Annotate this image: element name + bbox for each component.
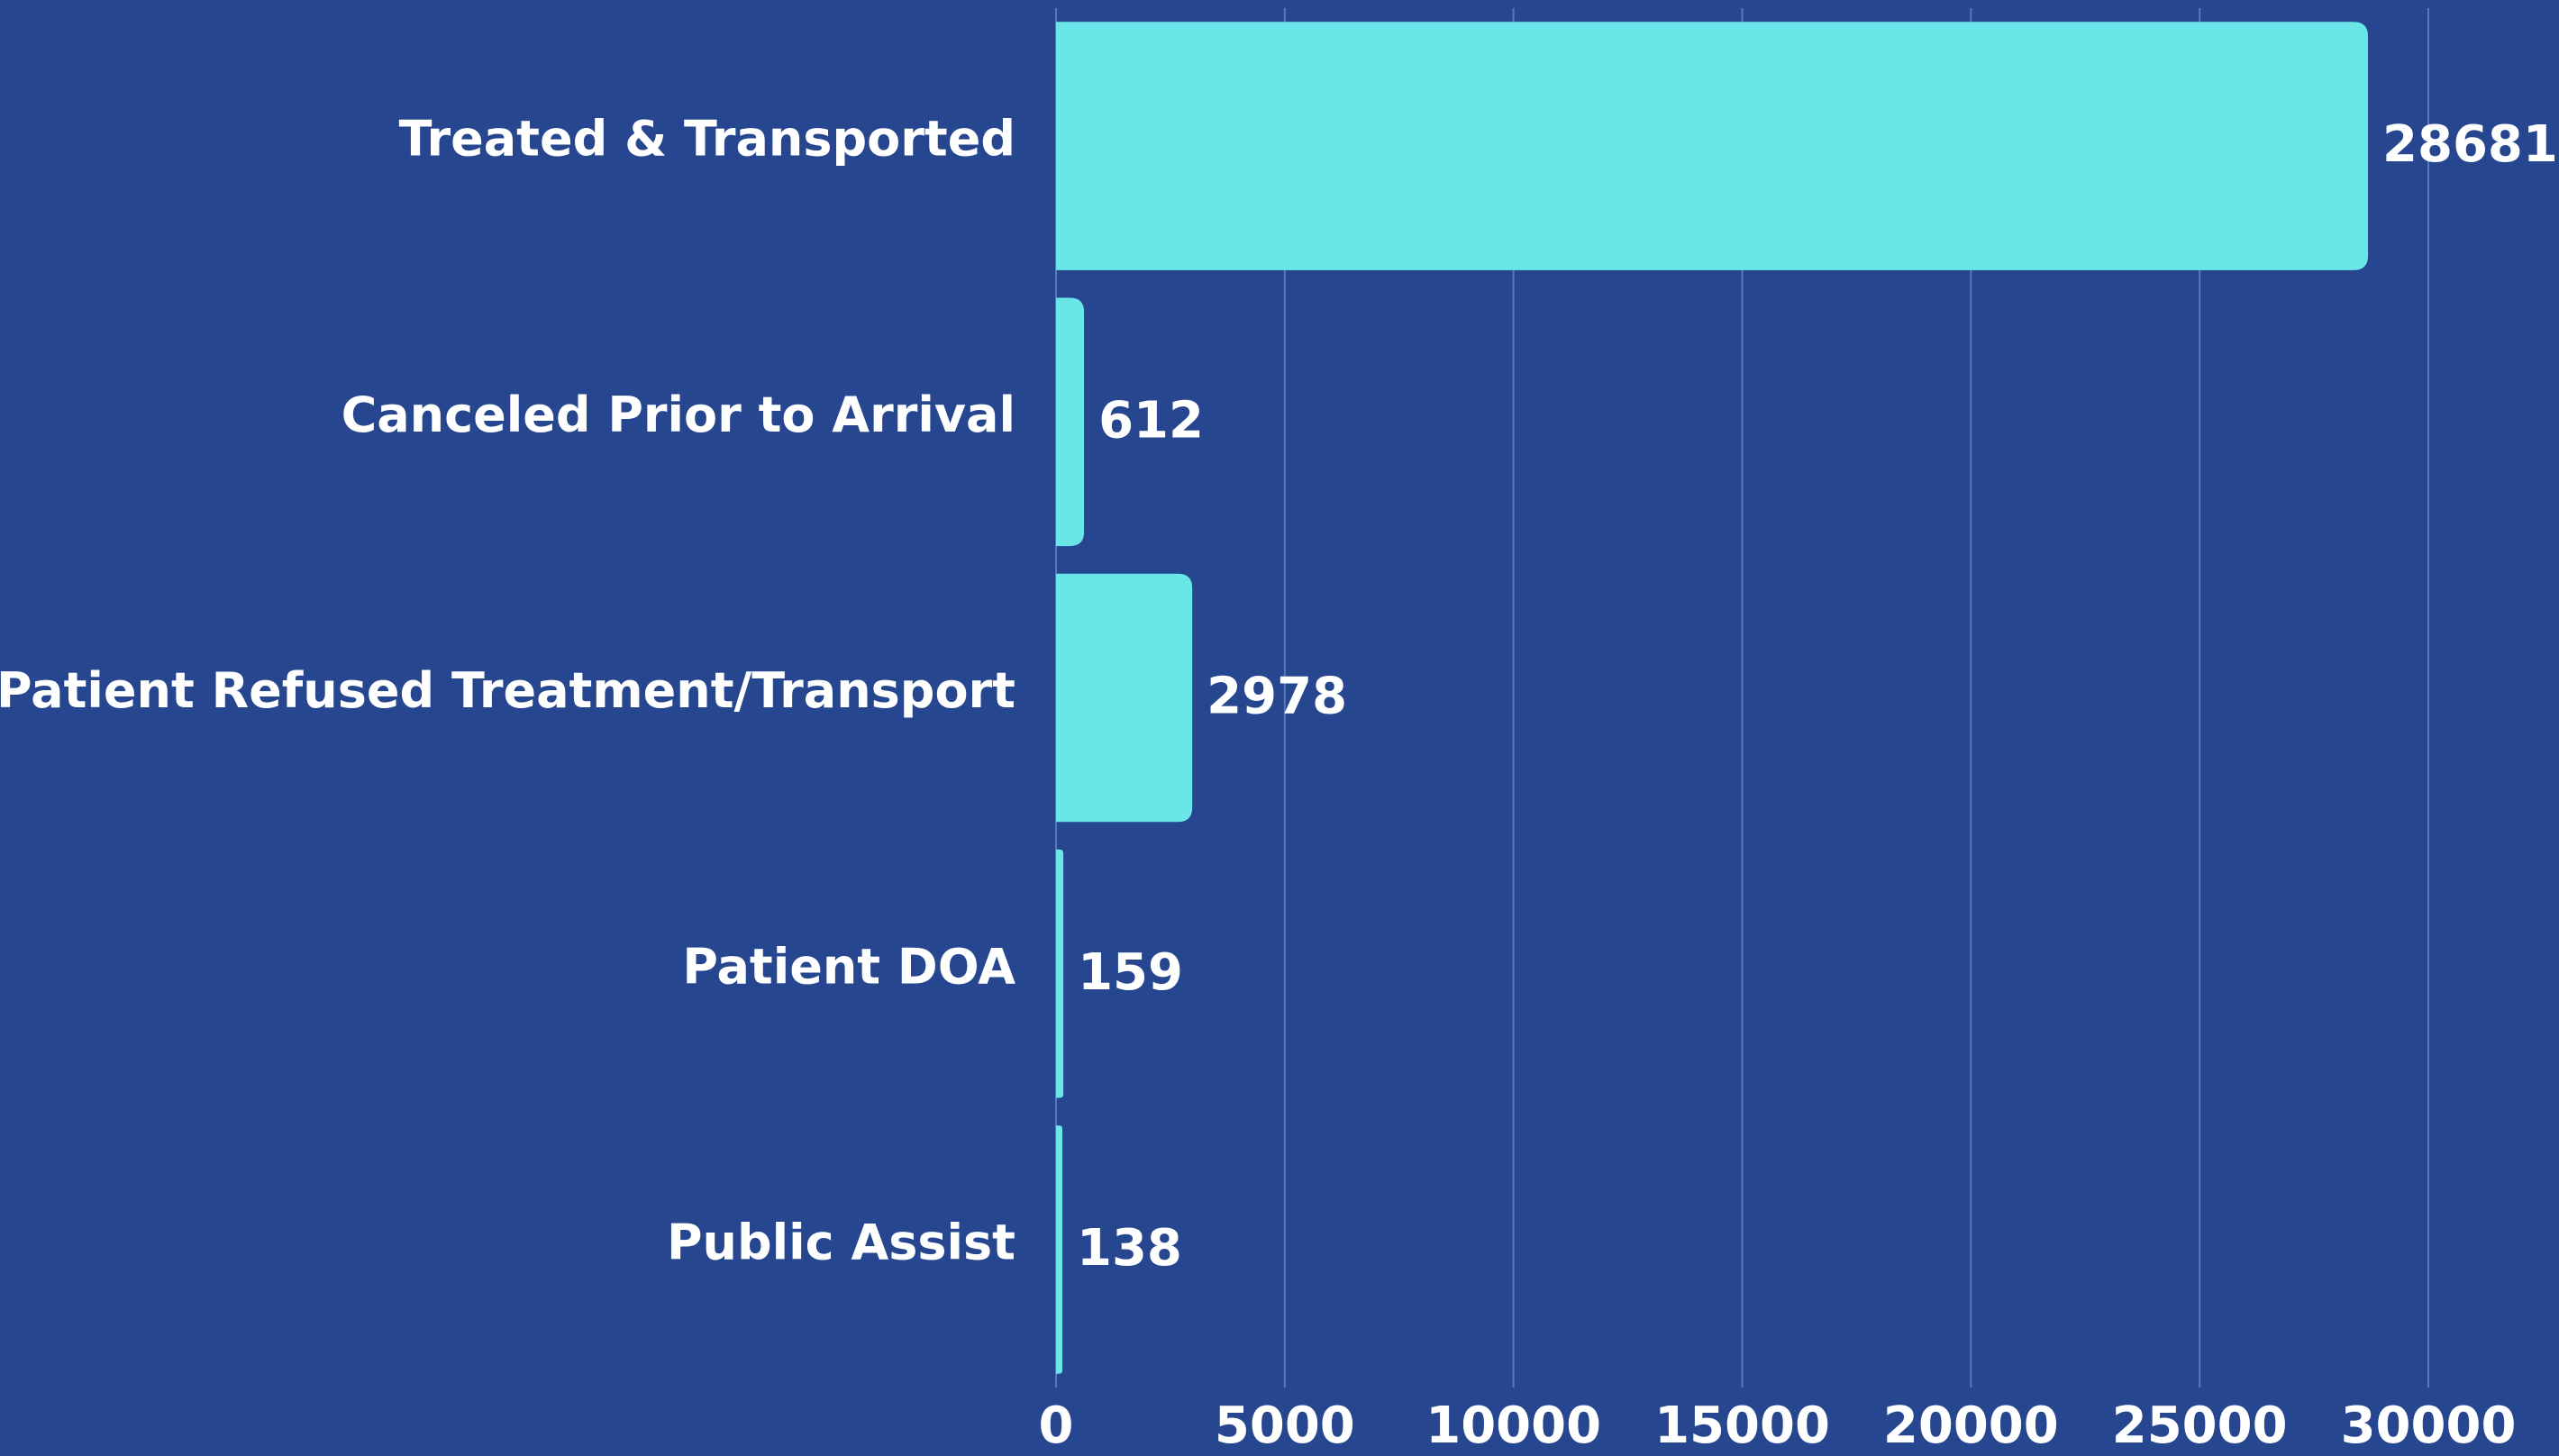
x-tick-label: 15000 xyxy=(1654,1397,1830,1455)
bar xyxy=(1056,573,1193,823)
y-tick-label: Public Assist xyxy=(667,1215,1015,1271)
bar xyxy=(1056,1125,1063,1374)
x-tick-label: 10000 xyxy=(1425,1397,1601,1455)
value-label: 159 xyxy=(1078,943,1183,1002)
value-label: 138 xyxy=(1077,1219,1182,1278)
value-label: 2978 xyxy=(1207,668,1347,726)
x-tick-label: 0 xyxy=(1039,1397,1074,1455)
y-tick-label: Canceled Prior to Arrival xyxy=(342,387,1015,443)
bar xyxy=(1056,297,1085,547)
y-tick-label: Patient Refused Treatment/Transport xyxy=(0,662,1015,719)
bar xyxy=(1056,22,2369,270)
x-tick-label: 20000 xyxy=(1883,1397,2059,1455)
y-tick-label: Treated & Transported xyxy=(399,111,1015,168)
x-tick-label: 5000 xyxy=(1215,1397,1355,1455)
x-tick-label: 30000 xyxy=(2341,1397,2517,1455)
value-label: 612 xyxy=(1098,391,1204,450)
value-label: 28681 xyxy=(2382,115,2558,174)
y-tick-label: Patient DOA xyxy=(682,938,1015,995)
bar xyxy=(1056,849,1064,1098)
x-tick-label: 25000 xyxy=(2112,1397,2288,1455)
